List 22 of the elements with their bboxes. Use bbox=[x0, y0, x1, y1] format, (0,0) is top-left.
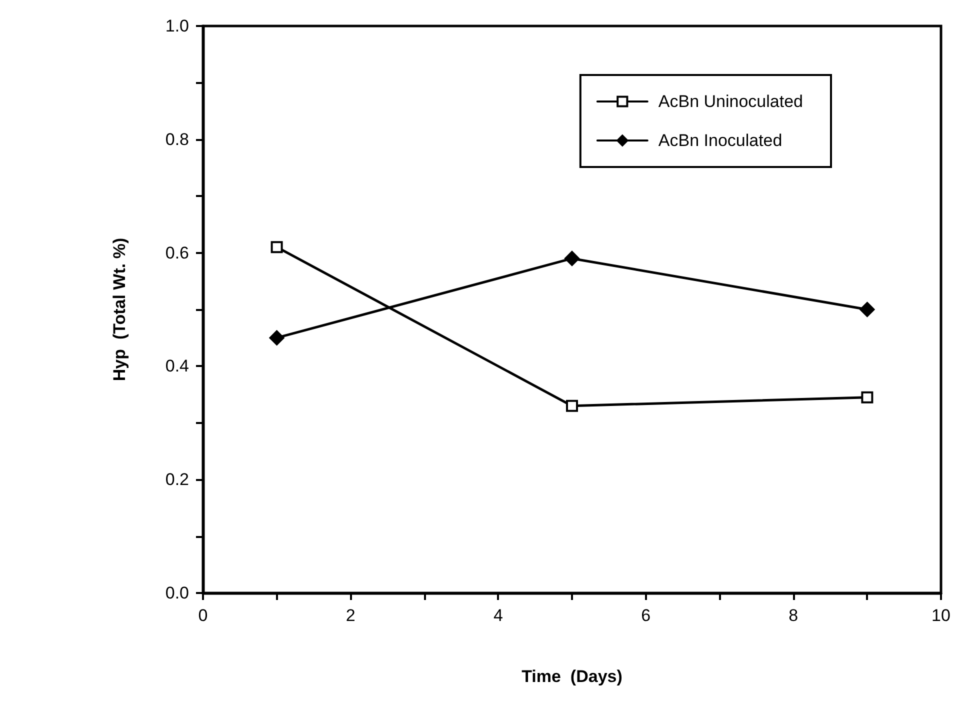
y-tick-label: 1.0 bbox=[165, 16, 189, 36]
y-tick-label: 0.6 bbox=[165, 243, 189, 262]
x-tick-label: 6 bbox=[641, 606, 651, 625]
x-tick-label: 2 bbox=[346, 606, 356, 625]
point bbox=[269, 330, 284, 346]
x-tick-label: 8 bbox=[788, 606, 798, 625]
legend-label: AcBn Inoculated bbox=[658, 131, 782, 150]
y-tick-label: 0.8 bbox=[165, 130, 189, 149]
point bbox=[270, 241, 283, 254]
y-tick-label: 0.2 bbox=[165, 470, 189, 490]
x-axis-title: Time (Days) bbox=[522, 667, 622, 686]
legend-label: AcBn Uninoculated bbox=[658, 92, 803, 111]
point bbox=[861, 391, 874, 404]
y-axis-title: Hyp (Total Wt. %) bbox=[110, 238, 129, 382]
y-tick-label: 0.4 bbox=[165, 356, 189, 376]
point bbox=[860, 302, 875, 317]
x-tick-label: 10 bbox=[932, 606, 950, 625]
x-tick-label: 4 bbox=[493, 606, 503, 625]
text: 0.0 bbox=[165, 584, 189, 602]
x-tick-label: 0 bbox=[198, 606, 208, 625]
point bbox=[566, 400, 578, 412]
point bbox=[564, 250, 580, 266]
